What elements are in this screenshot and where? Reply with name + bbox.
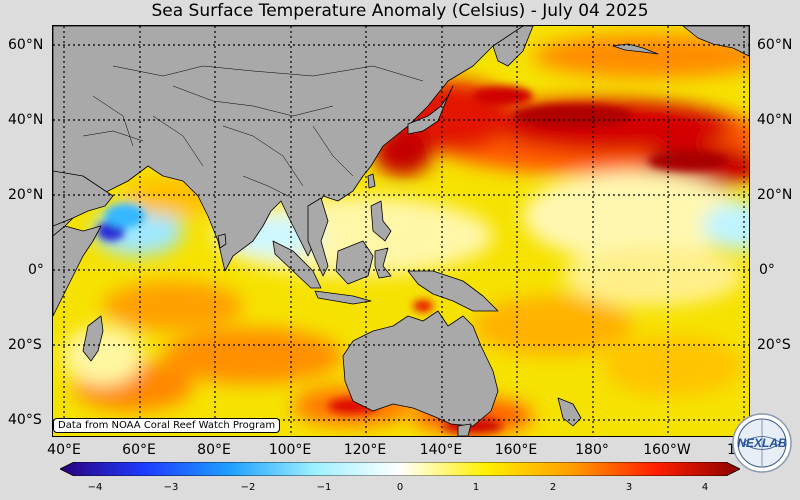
lat-label-left-20s: 20°S [8,337,42,353]
lat-label-right-0: 0° [759,262,775,278]
nexlab-logo[interactable]: NEXLAB [731,412,793,474]
philippines [370,200,392,242]
indochina-peninsula [307,197,329,277]
colorbar [60,462,740,476]
java [314,290,372,305]
colorbar-tick-minus4: −4 [87,482,103,493]
logo-text: NEXLAB [737,436,787,450]
lat-label-left-40s: 40°S [8,412,42,428]
graticule [53,26,749,436]
colorbar-tick-4: 4 [701,482,709,493]
lat-label-right-60n: 60°N [757,37,793,53]
colorbar-tick-3: 3 [625,482,633,493]
lon-label-100e: 100°E [268,442,312,458]
land-masses [53,26,749,436]
lon-label-80e: 80°E [197,442,231,458]
north-america-landmass [682,26,749,57]
map-title: Sea Surface Temperature Anomaly (Celsius… [151,1,649,21]
colorbar-tick-2: 2 [549,482,557,493]
lon-label-120e: 120°E [343,442,387,458]
kamchatka [492,26,534,67]
lat-label-left-40n: 40°N [8,112,44,128]
tasmania [457,423,472,436]
lon-label-40e: 40°E [47,442,81,458]
madagascar [82,315,104,362]
japan [407,85,454,135]
new-guinea [407,270,499,312]
lat-label-left-60n: 60°N [8,37,44,53]
data-credit-box: Data from NOAA Coral Reef Watch Program [53,418,281,433]
lon-label-180: 180° [575,442,609,458]
eurasia-landmass [53,26,534,272]
lat-label-left-0: 0° [28,262,44,278]
arabian-peninsula [53,170,114,227]
lat-label-right-20n: 20°N [757,187,793,203]
lon-label-160w: 160°W [643,442,691,458]
colorbar-tick-minus2: −2 [240,482,256,493]
colorbar-tick-0: 0 [396,482,404,493]
lat-label-right-20s: 20°S [757,337,791,353]
colorbar-tick-1: 1 [472,482,480,493]
lon-label-60e: 60°E [122,442,156,458]
new-zealand [557,397,582,427]
lon-label-140e: 140°E [419,442,463,458]
data-credit-text: Data from NOAA Coral Reef Watch Program [58,420,276,431]
lat-label-right-40n: 40°N [757,112,793,128]
colorbar-tick-minus3: −3 [163,482,179,493]
sri-lanka [217,233,227,249]
sst-anomaly-map [52,25,750,437]
taiwan [367,173,376,189]
borneo [335,240,374,285]
aleutian-islands [612,43,659,55]
colorbar-tick-minus1: −1 [316,482,332,493]
map-canvas [53,26,749,436]
africa-landmass [53,225,102,317]
lon-label-160e: 160°E [494,442,538,458]
lat-label-left-20n: 20°N [8,187,44,203]
australia-landmass [342,310,499,427]
sumatra [272,240,322,289]
country-borders [82,65,424,197]
colorbar-gradient [60,462,740,476]
